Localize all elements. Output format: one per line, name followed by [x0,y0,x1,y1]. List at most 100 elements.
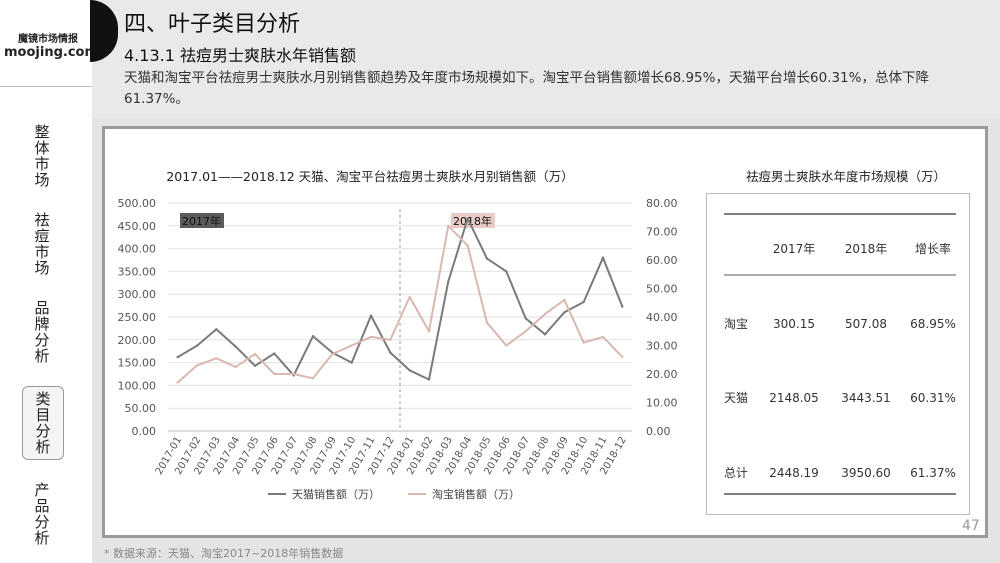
brand-cn: 魔镜市场情报 [18,34,78,45]
sub-title: 4.13.1 祛痘男士爽肤水年销售额 [124,46,356,65]
table-cell: 3443.51 [841,391,891,405]
table-cell: 68.95% [910,317,956,331]
table-header-cell: 增长率 [915,241,951,256]
taobao-point [389,338,392,341]
y-left-tick-label: 300.00 [118,288,157,301]
taobao-point [195,364,199,367]
nav-item-product-analysis[interactable]: 产品分析 [22,482,62,546]
tmall-point [543,333,547,336]
tmall-point [621,305,624,308]
tmall-point [408,369,411,372]
taobao-point [563,298,566,302]
chart-title: 2017.01——2018.12 天猫、淘宝平台祛痘男士爽肤水月别销售额（万） [166,169,574,184]
tmall-point [234,345,237,348]
y-left-tick-label: 400.00 [118,243,157,256]
table-box [706,193,970,515]
tmall-point [563,311,566,314]
brand-logo: 魔镜市场情报 moojing.com [4,30,99,60]
taobao-point [543,312,547,316]
tmall-point [311,334,315,338]
brand-divider [0,86,92,87]
nav-label: 祛痘市场 [34,211,50,277]
tmall-point [524,317,527,320]
tmall-point [253,364,257,367]
header-background [92,0,1000,118]
y-left-tick-label: 150.00 [118,357,157,370]
tmall-point [466,217,469,220]
taobao-point [466,244,469,247]
tmall-point [427,378,431,381]
taobao-point [234,365,237,369]
taobao-point [331,352,334,356]
y-right-tick-label: 50.00 [646,283,678,296]
taobao-point [215,357,218,360]
data-source: * 数据来源：天猫、淘宝2017~2018年销售数据 [104,547,344,560]
y-left-tick-label: 500.00 [118,197,157,210]
table-cell: 300.15 [773,317,815,331]
y-right-tick-label: 20.00 [646,368,678,381]
table-cell: 2448.19 [769,466,819,480]
y-right-tick-label: 30.00 [646,340,678,353]
description: 天猫和淘宝平台祛痘男士爽肤水月别销售额趋势及年度市场规模如下。淘宝平台销售额增长… [124,70,929,107]
table-title: 祛痘男士爽肤水年度市场规模（万） [745,169,946,184]
y-right-tick-label: 40.00 [646,311,678,324]
taobao-point [505,344,508,347]
table-row-label: 天猫 [724,391,748,405]
annotation-2018-bg [451,213,495,228]
taobao-point [447,224,450,227]
tmall-point [582,300,585,304]
nav-item-acne-market[interactable]: 祛痘市场 [22,212,62,276]
y-left-tick-label: 200.00 [118,334,157,347]
taobao-point [253,352,257,356]
sidebar: 魔镜市场情报 moojing.com 整体市场 祛痘市场 品牌分析 类目分析 产… [0,0,99,563]
taobao-point [621,355,624,359]
y-left-tick-label: 0.00 [132,425,157,438]
taobao-point [408,295,411,299]
taobao-point [350,344,353,347]
tmall-point [485,257,489,260]
y-left-tick-label: 50.00 [125,402,157,415]
y-right-tick-label: 0.00 [646,425,671,438]
table-row-label: 淘宝 [724,317,748,331]
y-left-tick-label: 450.00 [118,220,157,233]
tmall-point [505,270,508,273]
chart-frame [102,126,988,538]
nav-item-category-analysis[interactable]: 类目分析 [22,386,64,460]
table-cell: 60.31% [910,391,956,405]
page-number: 47 [962,518,980,534]
y-left-tick-label: 350.00 [118,265,157,278]
annotation-2018: 2018年 [453,214,492,228]
y-left-tick-label: 250.00 [118,311,157,324]
y-right-tick-label: 10.00 [646,397,678,410]
annotation-2017: 2017年 [182,214,221,228]
nav-item-brand-analysis[interactable]: 品牌分析 [22,300,62,364]
y-right-tick-label: 80.00 [646,197,678,210]
table-header-cell: 2017年 [773,242,816,256]
taobao-point [273,372,276,376]
table-header-cell: 2018年 [845,242,888,256]
nav-label: 整体市场 [34,123,50,189]
tmall-point [176,355,179,359]
nav-label: 类目分析 [35,390,51,456]
nav-label: 品牌分析 [34,299,50,365]
y-left-tick-label: 100.00 [118,379,157,392]
tmall-sales-line [177,217,624,381]
legend-taobao-label: 淘宝销售额（万） [432,487,520,501]
taobao-point [427,330,431,333]
taobao-point [582,341,585,344]
taobao-point [176,381,179,384]
taobao-point [369,335,373,339]
y-right-tick-label: 70.00 [646,226,678,239]
tmall-point [447,280,450,283]
nav-item-overall-market[interactable]: 整体市场 [22,124,62,188]
taobao-sales-line [177,224,624,384]
tmall-point [389,351,392,354]
brand-en: moojing.com [4,45,99,60]
section-title: 四、叶子类目分析 [124,12,301,37]
taobao-point [601,335,605,339]
table-cell: 2148.05 [769,391,819,405]
taobao-point [524,330,527,333]
tmall-point [273,352,276,355]
tmall-point [601,256,605,259]
